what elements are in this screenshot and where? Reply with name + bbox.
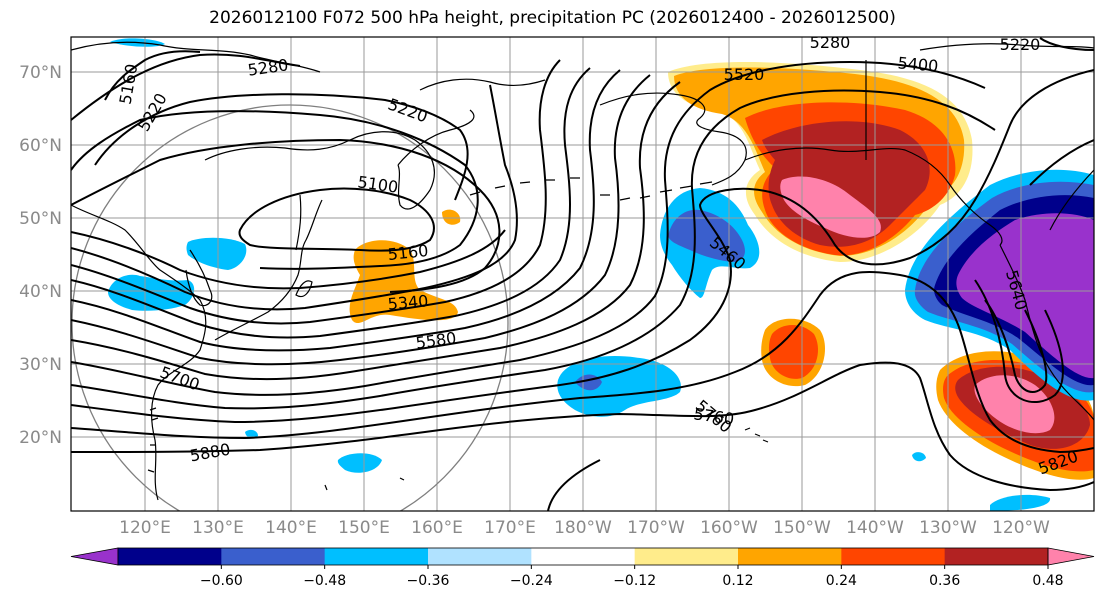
contour-line <box>71 361 1094 492</box>
colorbar-segment <box>221 548 326 565</box>
precip-positive-13-area <box>442 209 461 225</box>
colorbar-segment <box>634 548 739 565</box>
longitude-labels: 120°E 130°E 140°E 150°E 160°E 170°E 180°W 170°W… <box>119 518 1050 538</box>
colorbar-segment <box>738 548 842 565</box>
colorbar-tick-label: −0.36 <box>407 573 450 589</box>
longitude-label: 130°W <box>919 518 977 538</box>
colorbar-tick-label: −0.24 <box>510 573 553 589</box>
colorbar-tick-label: 0.48 <box>1032 573 1063 589</box>
contour-line <box>71 110 479 270</box>
contour-line <box>94 93 469 201</box>
precip-negative-7-area <box>557 356 681 417</box>
precip-negative-10-area <box>186 237 247 270</box>
map-title: 2026012100 F072 500 hPa height, precipit… <box>209 8 896 28</box>
contour-label-text: 5280 <box>810 33 851 52</box>
latitude-label: 20°N <box>19 428 62 448</box>
colorbar-tick-label: 0.36 <box>929 573 960 589</box>
contour-line <box>71 84 518 311</box>
contour-line <box>71 67 591 339</box>
contour-line <box>71 74 651 366</box>
contour-line <box>71 89 996 410</box>
colorbar: −0.60 −0.48 −0.36 −0.24 −0.12 0.12 0.24 0.36 0.4… <box>70 547 1095 589</box>
colorbar-extend-min <box>70 547 119 566</box>
precip-positive-12-area <box>349 240 458 324</box>
precip-positive-11-area <box>768 325 818 379</box>
longitude-label: 120°E <box>119 518 171 538</box>
precip-positive-9-area <box>974 375 1055 434</box>
contour-line <box>1029 139 1094 186</box>
colorbar-segment <box>118 548 222 565</box>
latitude-label: 40°N <box>19 282 62 302</box>
contour-label: 5520 <box>724 65 765 84</box>
contour-label: 5400 <box>897 53 939 75</box>
longitude-label: 150°W <box>773 518 831 538</box>
colorbar-segment <box>531 548 636 565</box>
longitude-label: 160°E <box>411 518 463 538</box>
contour-line <box>1039 37 1094 51</box>
contour-label-text: 5400 <box>897 53 939 75</box>
precip-negative-15-area <box>990 494 1051 511</box>
contour-label: 5340 <box>387 291 429 313</box>
colorbar-tick-label: −0.48 <box>303 573 346 589</box>
precip-negative-12-area <box>337 453 382 473</box>
latitude-labels: 70°N 60°N 50°N 40°N 30°N 20°N <box>19 63 62 448</box>
contour-line <box>104 50 201 101</box>
contour-label-text: 5160 <box>387 241 429 264</box>
precip-negative-4-area <box>956 213 1094 379</box>
longitude-label: 130°E <box>192 518 244 538</box>
longitude-label: 170°E <box>484 518 536 538</box>
colorbar-segment <box>944 548 1049 565</box>
longitude-label: 120°W <box>992 518 1050 538</box>
latitude-label: 70°N <box>19 63 62 83</box>
precip-negative-14-area <box>912 452 926 462</box>
latitude-label: 50°N <box>19 209 62 229</box>
latitude-label: 60°N <box>19 136 62 156</box>
contour-line <box>71 271 1094 454</box>
colorbar-frame <box>117 547 1049 566</box>
colorbar-extend-max <box>1047 547 1095 566</box>
precip-negative-13-area <box>245 429 258 439</box>
longitude-label: 160°W <box>700 518 758 538</box>
longitude-label: 170°W <box>627 518 685 538</box>
contour-line <box>974 279 1064 404</box>
contour-line <box>547 459 601 511</box>
longitude-label: 150°E <box>338 518 390 538</box>
contour-label-text: 5340 <box>387 291 429 313</box>
colorbar-tick-label: −0.60 <box>200 573 243 589</box>
contour-label-text: 5220 <box>1000 35 1041 54</box>
contour-line <box>71 229 506 290</box>
contour-line <box>71 81 681 381</box>
longitude-label: 180°W <box>554 518 612 538</box>
map-frame <box>70 36 1095 512</box>
colorbar-segment <box>841 548 946 565</box>
map-layers <box>71 37 1094 511</box>
domain-circle <box>71 104 509 511</box>
colorbar-segment <box>324 548 429 565</box>
contour-line <box>238 187 435 252</box>
contour-label: 5280 <box>810 33 851 52</box>
contour-line <box>984 299 1048 394</box>
contour-label-text: 5520 <box>724 65 765 84</box>
contour-line <box>71 59 561 325</box>
longitude-label: 140°E <box>265 518 317 538</box>
contour-label: 5160 <box>387 241 429 264</box>
longitude-label: 140°W <box>846 518 904 538</box>
precip-shading <box>108 38 1094 511</box>
contour-line <box>71 69 1094 424</box>
latitude-label: 30°N <box>19 355 62 375</box>
contour-line <box>71 69 621 352</box>
colorbar-tick-label: 0.24 <box>826 573 857 589</box>
contour-line <box>71 60 986 396</box>
contour-label: 5220 <box>1000 35 1041 54</box>
height-contours <box>71 37 1094 511</box>
colorbar-tick-label: 0.12 <box>722 573 753 589</box>
colorbar-tick-label: −0.12 <box>613 573 656 589</box>
precip-positive-5-area <box>780 176 881 238</box>
colorbar-segment <box>428 548 532 565</box>
